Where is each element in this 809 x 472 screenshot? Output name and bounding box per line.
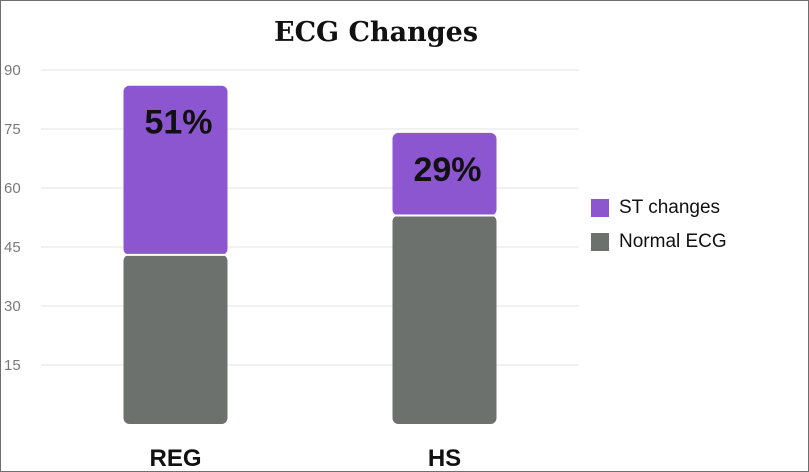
y-tick-label: 15 <box>4 357 21 374</box>
legend-item-st-changes: ST changes <box>591 191 727 225</box>
data-label-reg: 51% <box>144 104 212 142</box>
bar-reg-normal-ecg <box>123 254 228 424</box>
data-label-hs: 29% <box>413 151 481 189</box>
bar-hs-normal-ecg <box>392 215 497 424</box>
y-tick-label: 60 <box>4 180 21 197</box>
legend-label: Normal ECG <box>619 231 727 252</box>
legend-swatch <box>591 233 609 251</box>
bar-reg-st-changes <box>123 85 228 255</box>
chart-title: ECG Changes <box>273 17 479 48</box>
y-tick-label: 90 <box>4 62 21 79</box>
legend-swatch <box>591 199 609 217</box>
y-tick-label: 30 <box>4 298 21 315</box>
y-tick-label: 75 <box>4 121 21 138</box>
x-tick-label-reg: REG <box>149 445 201 471</box>
x-tick-label-hs: HS <box>428 445 461 471</box>
bar-hs-st-changes <box>392 132 497 216</box>
legend-item-normal-ecg: Normal ECG <box>591 225 727 259</box>
y-tick-label: 45 <box>4 239 21 256</box>
legend-label: ST changes <box>619 197 721 218</box>
chart-legend: ST changes Normal ECG <box>591 191 727 259</box>
